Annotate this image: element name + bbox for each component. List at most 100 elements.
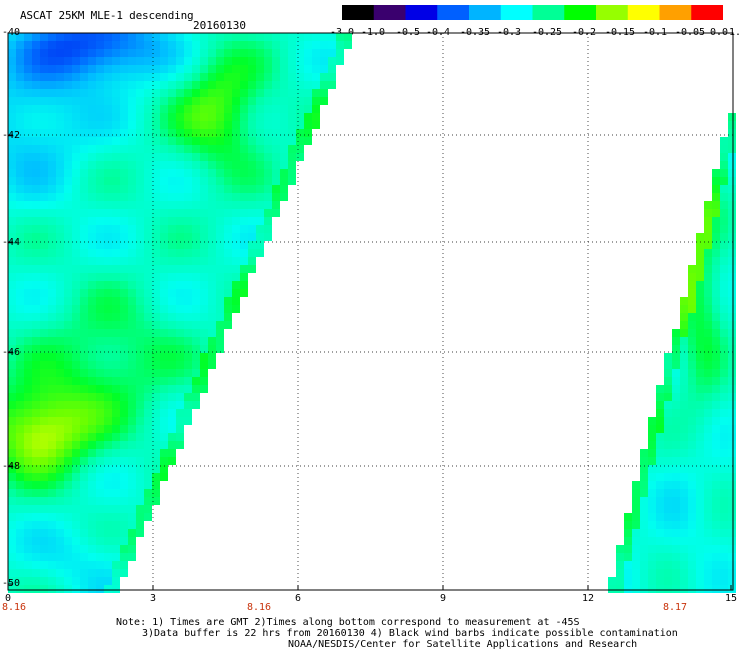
data-cell (32, 529, 40, 537)
data-cell (72, 241, 80, 249)
data-cell (640, 449, 648, 457)
data-cell (48, 513, 56, 521)
data-cell (88, 217, 96, 225)
data-cell (672, 497, 680, 505)
data-cell (648, 425, 656, 433)
data-cell (720, 233, 728, 241)
data-cell (728, 561, 736, 569)
data-cell (192, 393, 200, 401)
data-cell (224, 289, 232, 297)
data-cell (264, 113, 272, 121)
data-cell (192, 201, 200, 209)
data-cell (704, 321, 712, 329)
data-cell (240, 281, 248, 289)
data-cell (160, 297, 168, 305)
data-cell (112, 201, 120, 209)
data-cell (168, 81, 176, 89)
data-cell (720, 393, 728, 401)
data-cell (32, 401, 40, 409)
data-cell (680, 545, 688, 553)
data-cell (680, 345, 688, 353)
data-cell (8, 553, 16, 561)
data-cell (64, 265, 72, 273)
data-cell (664, 425, 672, 433)
data-cell (224, 49, 232, 57)
data-cell (728, 241, 736, 249)
data-cell (16, 409, 24, 417)
data-cell (728, 585, 736, 593)
data-cell (16, 345, 24, 353)
data-cell (616, 545, 624, 553)
data-cell (120, 569, 128, 577)
data-cell (184, 257, 192, 265)
data-cell (664, 449, 672, 457)
data-cell (64, 393, 72, 401)
data-cell (120, 209, 128, 217)
data-cell (152, 497, 160, 505)
data-cell (16, 449, 24, 457)
data-cell (96, 561, 104, 569)
data-cell (248, 233, 256, 241)
data-cell (56, 225, 64, 233)
data-cell (88, 377, 96, 385)
data-cell (184, 73, 192, 81)
data-cell (632, 489, 640, 497)
data-cell (648, 537, 656, 545)
data-cell (72, 497, 80, 505)
data-cell (712, 265, 720, 273)
data-cell (168, 105, 176, 113)
data-cell (96, 521, 104, 529)
chart-title: ASCAT 25KM MLE-1 descending (20, 9, 194, 22)
data-cell (32, 257, 40, 265)
data-cell (136, 73, 144, 81)
data-cell (56, 561, 64, 569)
data-cell (16, 41, 24, 49)
data-cell (128, 393, 136, 401)
data-cell (152, 369, 160, 377)
data-cell (208, 57, 216, 65)
data-cell (152, 281, 160, 289)
data-cell (56, 465, 64, 473)
data-cell (232, 97, 240, 105)
data-cell (8, 49, 16, 57)
data-cell (48, 577, 56, 585)
data-cell (224, 105, 232, 113)
data-cell (48, 193, 56, 201)
data-cell (96, 153, 104, 161)
data-cell (720, 521, 728, 529)
data-cell (40, 505, 48, 513)
data-cell (104, 481, 112, 489)
data-cell (256, 241, 264, 249)
data-cell (728, 473, 736, 481)
data-cell (8, 241, 16, 249)
data-cell (64, 473, 72, 481)
data-cell (8, 345, 16, 353)
data-cell (120, 417, 128, 425)
data-cell (72, 185, 80, 193)
data-cell (88, 529, 96, 537)
data-cell (152, 233, 160, 241)
data-cell (176, 217, 184, 225)
data-cell (272, 161, 280, 169)
data-cell (288, 145, 296, 153)
data-cell (720, 449, 728, 457)
data-cell (128, 305, 136, 313)
color-scale-swatch (691, 5, 723, 20)
data-cell (96, 353, 104, 361)
data-cell (64, 329, 72, 337)
data-cell (80, 65, 88, 73)
data-cell (320, 57, 328, 65)
data-cell (264, 41, 272, 49)
data-cell (80, 257, 88, 265)
data-cell (688, 265, 696, 273)
data-cell (184, 49, 192, 57)
data-cell (16, 209, 24, 217)
data-cell (728, 201, 736, 209)
data-cell (720, 377, 728, 385)
data-cell (200, 185, 208, 193)
data-cell (192, 113, 200, 121)
data-cell (688, 529, 696, 537)
data-cell (712, 569, 720, 577)
data-cell (688, 553, 696, 561)
data-cell (104, 89, 112, 97)
